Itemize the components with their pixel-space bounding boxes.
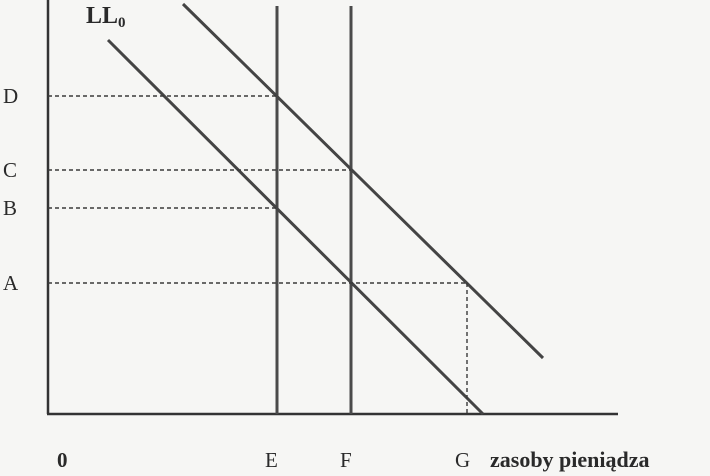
curve-label-subscript: 0 <box>118 15 126 31</box>
y-label-D: D <box>3 84 19 108</box>
demand-curve-shifted <box>181 2 545 360</box>
x-label-origin: 0 <box>57 448 68 472</box>
y-label-B: B <box>3 196 18 220</box>
curve-label-main: LL <box>86 3 119 29</box>
x-label-F: F <box>340 448 352 472</box>
demand-curve-LL0 <box>106 38 485 416</box>
x-axis-title: zasoby pieniądza <box>490 447 650 472</box>
y-label-A: A <box>3 271 19 295</box>
curve-label-LL0: LL0 <box>86 4 126 31</box>
x-label-E: E <box>265 448 278 472</box>
x-label-G: G <box>455 448 471 472</box>
y-label-C: C <box>3 158 18 182</box>
